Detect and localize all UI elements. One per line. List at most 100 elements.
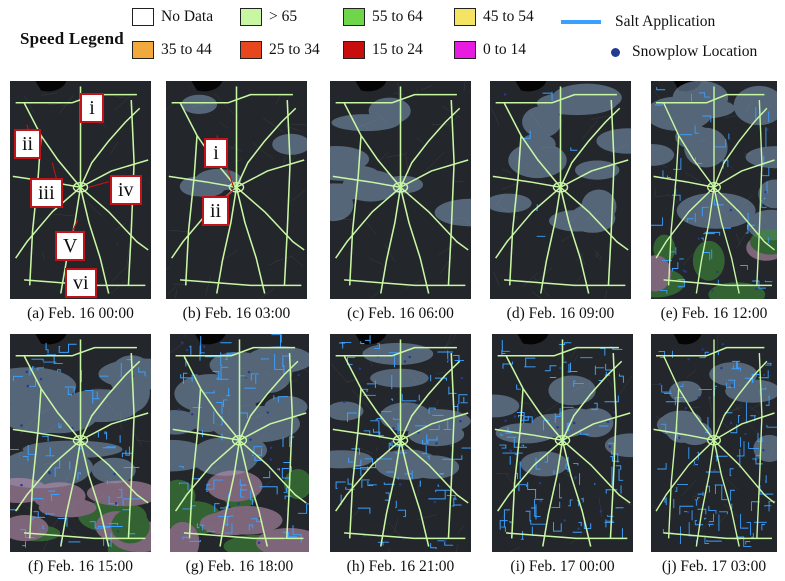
map-image	[651, 334, 777, 552]
map-image	[651, 81, 777, 299]
snowplow-location-dot	[708, 396, 711, 399]
legend-label: No Data	[161, 8, 214, 25]
snowplow-location-dot	[249, 438, 252, 441]
interstate-road	[713, 412, 775, 441]
interstate-road	[667, 135, 680, 286]
snowplow-location-dot	[729, 421, 733, 425]
interstate-road	[188, 388, 202, 539]
legend-swatch	[132, 41, 154, 59]
snowplow-location-dot	[26, 384, 30, 388]
interstate-road	[713, 186, 775, 251]
interstate-road	[23, 355, 82, 441]
interstate-road	[334, 186, 402, 259]
legend-swatch	[240, 41, 262, 59]
snowplow-location-dot	[713, 468, 716, 472]
legend-swatch	[343, 41, 365, 59]
interstate-road	[379, 187, 402, 294]
interstate-road	[494, 428, 563, 442]
interstate-road	[79, 440, 110, 547]
interstate-road	[609, 353, 617, 539]
map-panel: (a) Feb. 16 00:00 i ii iii iv V vi	[10, 81, 151, 322]
snowplow-location-dot	[269, 446, 273, 450]
interstate-road	[79, 186, 149, 251]
snowplow-location-dot	[730, 384, 734, 387]
interstate-road	[653, 428, 715, 442]
snowplow-location-dot	[556, 426, 559, 429]
snowplow-location-dot	[343, 400, 346, 404]
snowplow-location-dot	[39, 377, 43, 381]
interstate-road	[238, 360, 299, 441]
interstate-road	[80, 159, 149, 188]
interstate-road	[235, 107, 297, 188]
map-panel: (e) Feb. 16 12:00	[651, 81, 777, 322]
interstate-road	[215, 187, 238, 294]
legend-item-over-65: > 65	[240, 5, 297, 29]
interstate-road	[79, 187, 110, 294]
map-panel: (c) Feb. 16 06:00	[330, 81, 471, 322]
snowplow-location-dot	[447, 358, 450, 362]
interstate-road	[59, 440, 82, 547]
snowplow-location-dot	[678, 436, 681, 440]
callout-label: iii	[30, 178, 63, 208]
interstate-road	[756, 100, 763, 286]
snowplow-location-dot	[577, 527, 580, 530]
legend-swatch	[454, 8, 476, 26]
panel-caption: (a) Feb. 16 00:00	[27, 305, 134, 322]
snowplow-dot-swatch	[611, 47, 620, 57]
snowplow-location-dot	[459, 419, 462, 423]
interstate-road	[561, 440, 592, 547]
lake-michigan-shape	[195, 334, 226, 345]
map-panel: (b) Feb. 16 03:00 i ii	[166, 81, 307, 322]
interstate-road	[14, 186, 82, 259]
lake-michigan-shape	[35, 81, 67, 92]
interstate-road	[79, 439, 149, 504]
callout-label: ii	[202, 196, 230, 226]
snowplow-location-dot	[48, 471, 51, 474]
panel-caption: (d) Feb. 16 09:00	[506, 305, 615, 322]
snowplow-location-dot	[257, 541, 261, 544]
interstate-road	[505, 355, 564, 441]
salt-line-swatch	[561, 20, 601, 24]
snowplow-location-dot	[606, 420, 610, 424]
interstate-road	[713, 107, 768, 188]
interstate-road	[348, 388, 362, 539]
indiana-map	[651, 334, 777, 552]
snowplow-location-dot	[444, 539, 447, 542]
interstate-road	[343, 355, 402, 441]
legend-item-salt-application: Salt Application	[561, 10, 715, 34]
snowplow-location-dot	[403, 360, 407, 363]
interstate-road	[653, 175, 715, 189]
legend-swatch	[343, 8, 365, 26]
speed-legend: Speed Legend No Data > 65 55 to 64 45 to…	[0, 0, 785, 72]
interstate-road	[506, 532, 628, 540]
interstate-road	[127, 353, 135, 539]
map-image	[492, 334, 633, 552]
callout-label: vi	[65, 268, 97, 298]
interstate-road	[559, 186, 629, 251]
interstate-road	[667, 388, 680, 539]
snowplow-location-dot	[682, 269, 685, 272]
snowplow-location-dot	[392, 427, 395, 430]
map-image	[330, 334, 471, 552]
interstate-road	[695, 440, 715, 547]
interstate-road	[655, 186, 715, 259]
interstate-road	[662, 102, 715, 188]
map-image	[330, 81, 471, 299]
indiana-map	[330, 81, 471, 299]
interstate-road	[184, 135, 198, 286]
interstate-network	[492, 86, 629, 294]
interstate-road	[79, 360, 141, 441]
interstate-network	[653, 86, 775, 294]
lake-michigan-shape	[517, 334, 549, 345]
interstate-road	[399, 187, 430, 294]
legend-item-snowplow-location: Snowplow Location	[611, 40, 757, 64]
interstate-road	[24, 532, 146, 540]
interstate-network	[172, 339, 307, 547]
snowplow-location-dot	[687, 358, 690, 361]
snowplow-location-dot	[574, 476, 577, 479]
legend-swatch	[132, 8, 154, 26]
legend-item-0-14: 0 to 14	[454, 38, 526, 62]
interstate-road	[283, 100, 291, 286]
precipitation-overlay	[492, 375, 633, 477]
interstate-road	[399, 360, 461, 441]
